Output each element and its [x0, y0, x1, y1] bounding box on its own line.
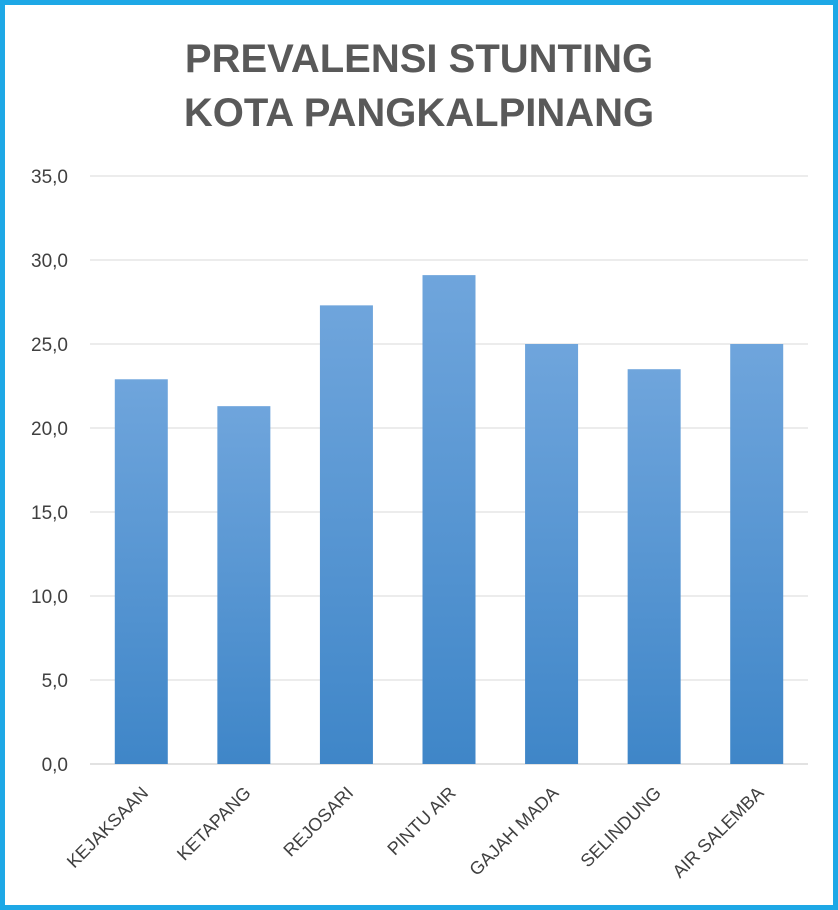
bar	[422, 275, 476, 764]
x-tick-label: GAJAH MADA	[466, 783, 563, 880]
y-axis-ticks: 0,0 5,0 10,0 15,0 20,0 25,0 30,0 35,0	[31, 167, 68, 776]
y-tick-label: 35,0	[31, 167, 68, 188]
x-tick-label: AIR SALEMBA	[669, 783, 768, 882]
bar	[525, 344, 579, 764]
y-tick-label: 15,0	[31, 503, 68, 524]
chart-title-line-1: PREVALENSI STUNTING	[184, 37, 654, 81]
x-tick-label: PINTU AIR	[383, 783, 459, 859]
x-axis-ticks: KEJAKSAAN KETAPANG REJOSARI PINTU AIR GAJAH …	[63, 783, 768, 882]
y-tick-label: 25,0	[31, 335, 68, 356]
x-tick-label: SELINDUNG	[577, 783, 665, 871]
y-tick-label: 30,0	[31, 251, 68, 272]
x-tick-label: KEJAKSAAN	[63, 783, 152, 872]
y-tick-label: 0,0	[42, 755, 68, 776]
y-tick-label: 10,0	[31, 587, 68, 608]
x-tick-label: REJOSARI	[279, 783, 357, 861]
bar	[627, 369, 681, 764]
chart-title-line-2: KOTA PANGKALPINANG	[183, 91, 655, 135]
x-tick-label: KETAPANG	[173, 783, 255, 865]
bar	[114, 379, 168, 764]
bar	[217, 406, 271, 764]
bars	[114, 275, 784, 764]
bar	[319, 305, 373, 764]
y-tick-label: 20,0	[31, 419, 68, 440]
bar	[730, 344, 784, 764]
chart-title: PREVALENSI STUNTING KOTA PANGKALPINANG	[0, 32, 838, 140]
y-tick-label: 5,0	[42, 671, 68, 692]
